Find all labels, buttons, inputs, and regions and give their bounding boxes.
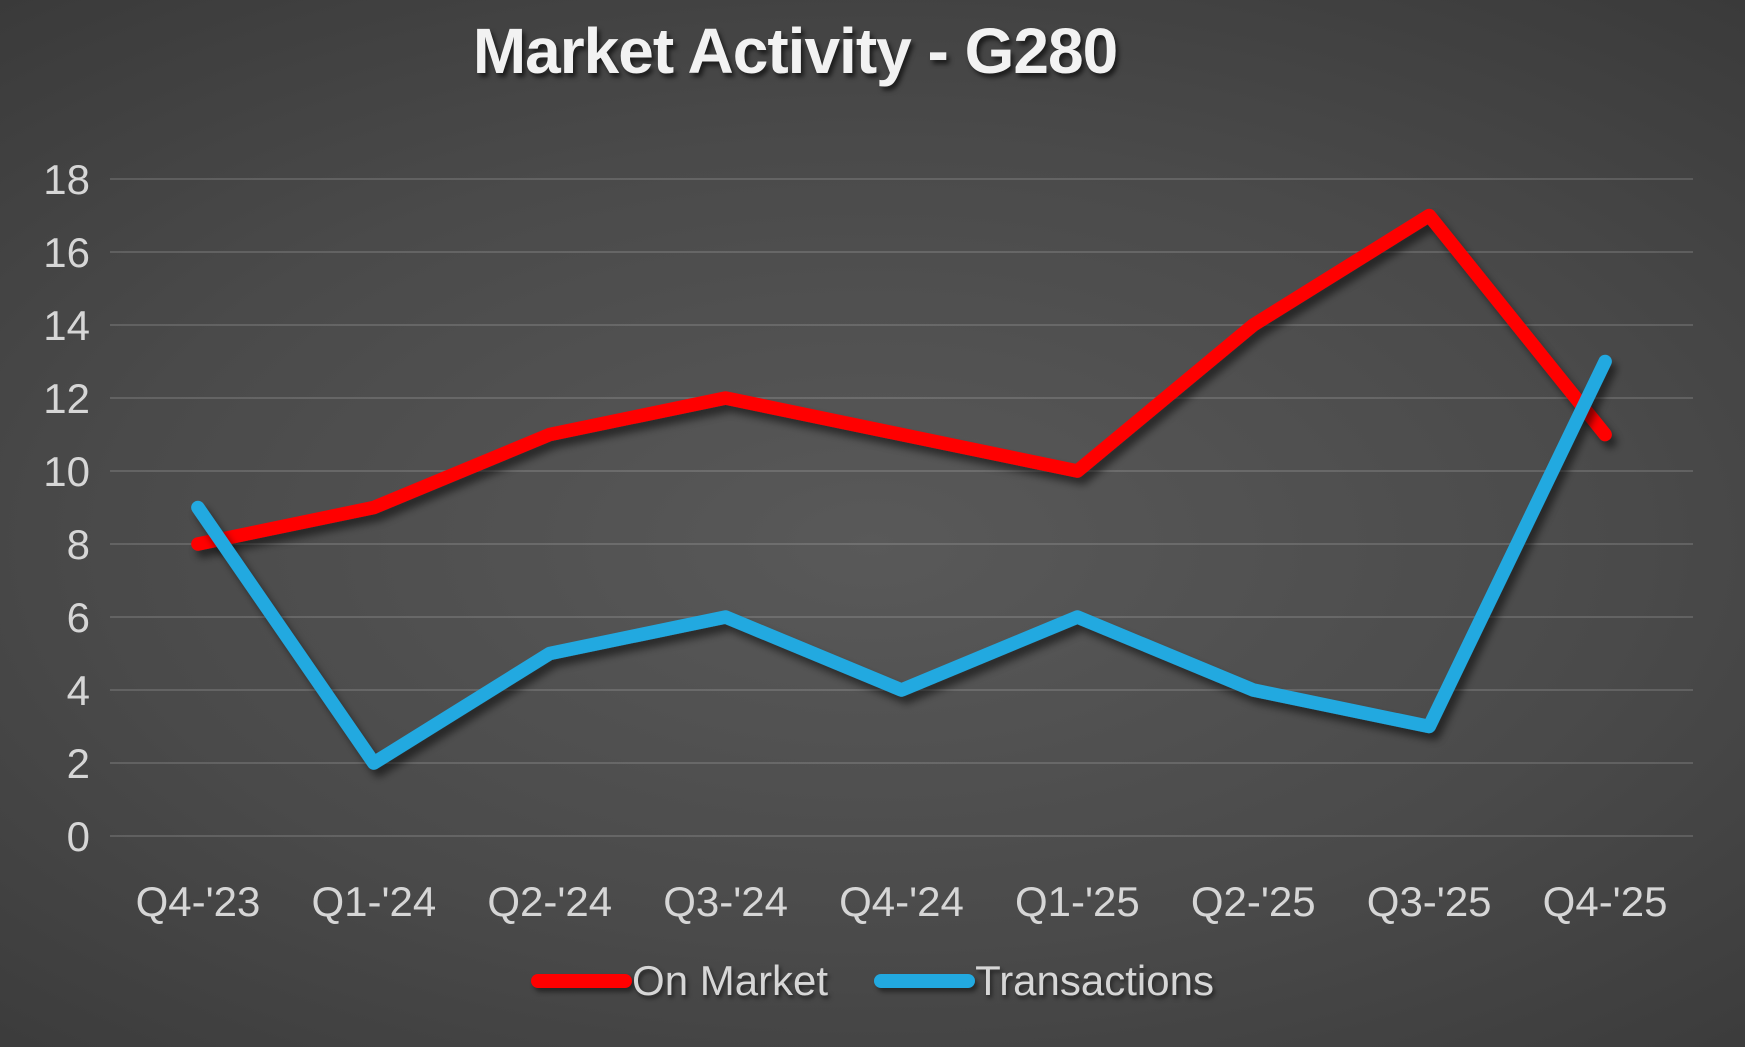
- y-axis-tick-label: 18: [43, 156, 90, 203]
- y-axis-tick-label: 4: [67, 667, 90, 714]
- x-axis-category-label: Q2-'25: [1191, 878, 1316, 925]
- legend-item-transactions: Transactions: [874, 960, 1214, 1002]
- x-axis-category-label: Q2-'24: [487, 878, 612, 925]
- y-axis-tick-label: 12: [43, 375, 90, 422]
- y-axis-tick-label: 6: [67, 594, 90, 641]
- x-axis-category-label: Q4-'24: [839, 878, 964, 925]
- x-axis-category-label: Q1-'25: [1015, 878, 1140, 925]
- y-axis-tick-label: 14: [43, 302, 90, 349]
- chart-title: Market Activity - G280: [472, 15, 1118, 87]
- legend-swatch-transactions: [874, 974, 976, 988]
- x-axis-category-label: Q4-'23: [136, 878, 261, 925]
- y-axis-tick-label: 0: [67, 813, 90, 860]
- legend-label: Transactions: [975, 957, 1214, 1004]
- series-line-transactions: [191, 354, 1612, 770]
- x-axis-category-label: Q3-'24: [663, 878, 788, 925]
- x-axis-category-label: Q3-'25: [1367, 878, 1492, 925]
- legend-label: On Market: [632, 957, 829, 1004]
- y-axis-tick-label: 10: [43, 448, 90, 495]
- legend-item-on-market: On Market: [531, 960, 828, 1002]
- series-line-on-market: [191, 208, 1612, 551]
- legend: On Market Transactions: [0, 951, 1745, 1011]
- x-axis-category-label: Q4-'25: [1543, 878, 1668, 925]
- y-axis-tick-label: 16: [43, 229, 90, 276]
- y-axis-tick-label: 2: [67, 740, 90, 787]
- x-axis-category-label: Q1-'24: [311, 878, 436, 925]
- y-axis-tick-label: 8: [67, 521, 90, 568]
- legend-swatch-on-market: [531, 974, 633, 988]
